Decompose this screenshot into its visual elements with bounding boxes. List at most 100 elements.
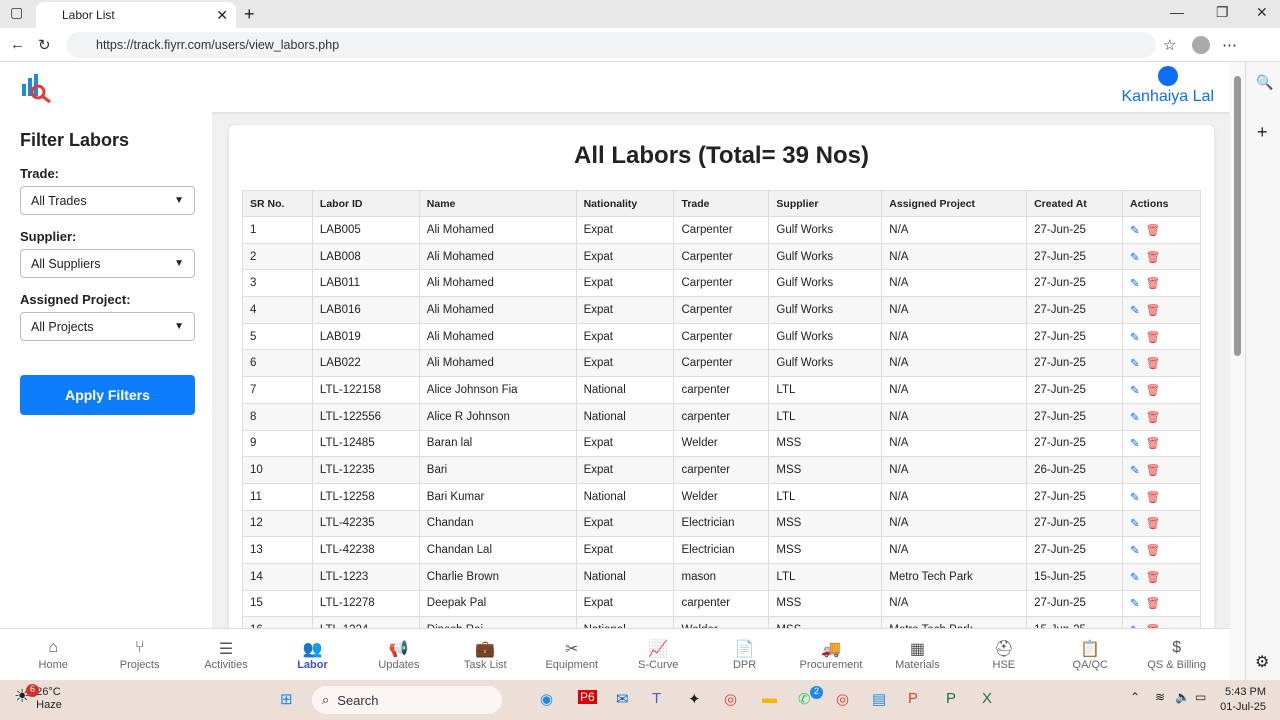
- table-cell: National: [575, 402, 675, 431]
- nav-item-activities[interactable]: ☰ Activities: [183, 629, 269, 680]
- supplier-select[interactable]: All Suppliers ▼: [20, 249, 195, 278]
- edit-icon[interactable]: ✎: [1129, 278, 1140, 291]
- scrollbar-thumb[interactable]: [1234, 76, 1241, 356]
- maximize-icon[interactable]: ❐: [1216, 4, 1229, 20]
- nav-item-task-list[interactable]: 💼 Task List: [442, 629, 528, 680]
- nav-item-hse[interactable]: ⛑ HSE: [961, 629, 1047, 680]
- url-input[interactable]: https://track.fiyrr.com/users/view_labor…: [66, 32, 1156, 58]
- trade-select[interactable]: All Trades ▼: [20, 186, 195, 215]
- page-scrollbar[interactable]: [1230, 62, 1245, 680]
- close-window-icon[interactable]: ✕: [1256, 4, 1268, 20]
- table-cell: Carpenter: [673, 296, 770, 324]
- edit-icon[interactable]: ✎: [1129, 384, 1140, 397]
- column-header: Actions: [1121, 190, 1202, 217]
- table-cell: Welder: [673, 482, 770, 511]
- edit-icon[interactable]: ✎: [1129, 251, 1140, 264]
- delete-icon[interactable]: 🗑: [1145, 571, 1161, 584]
- edit-icon[interactable]: ✎: [1129, 571, 1140, 584]
- delete-icon[interactable]: 🗑: [1145, 304, 1161, 317]
- chrome-profile-icon[interactable]: ◎: [836, 691, 850, 708]
- table-cell: Expat: [575, 242, 675, 271]
- edit-icon[interactable]: ✎: [1129, 518, 1140, 531]
- edit-icon[interactable]: ✎: [1129, 438, 1140, 451]
- delete-icon[interactable]: 🗑: [1145, 224, 1161, 237]
- back-icon[interactable]: ←: [10, 36, 25, 53]
- chrome-icon[interactable]: ◎: [724, 691, 738, 708]
- copilot-icon[interactable]: ✦: [688, 691, 701, 708]
- nav-item-updates[interactable]: 📢 Updates: [356, 629, 442, 680]
- battery-icon[interactable]: ▭: [1195, 690, 1207, 704]
- tab-actions-icon[interactable]: ▢: [10, 4, 24, 20]
- edit-icon[interactable]: ✎: [1129, 358, 1140, 371]
- delete-icon[interactable]: 🗑: [1145, 411, 1161, 424]
- nav-item-equipment[interactable]: ✂ Equipment: [529, 629, 615, 680]
- edit-icon[interactable]: ✎: [1129, 598, 1140, 611]
- weather-widget[interactable]: ☀ 6 26°C Haze: [14, 684, 62, 712]
- outlook-icon[interactable]: ✉: [616, 691, 629, 708]
- nav-item-materials[interactable]: ▦ Materials: [874, 629, 960, 680]
- volume-icon[interactable]: 🔈: [1175, 690, 1190, 704]
- delete-icon[interactable]: 🗑: [1145, 491, 1161, 504]
- apply-filters-button[interactable]: Apply Filters: [20, 375, 195, 415]
- delete-icon[interactable]: 🗑: [1145, 518, 1161, 531]
- taskbar-search[interactable]: ⌕ Search: [312, 686, 502, 714]
- nav-item-projects[interactable]: ⑂ Projects: [97, 629, 183, 680]
- edit-icon[interactable]: ✎: [1129, 331, 1140, 344]
- delete-icon[interactable]: 🗑: [1145, 598, 1161, 611]
- start-icon[interactable]: ⊞: [280, 691, 293, 708]
- edit-icon[interactable]: ✎: [1129, 545, 1140, 558]
- delete-icon[interactable]: 🗑: [1145, 331, 1161, 344]
- table-cell: Alice Johnson Fia: [418, 376, 577, 404]
- tray-expand-icon[interactable]: ⌃: [1130, 690, 1141, 704]
- user-menu[interactable]: Kanhaiya Lal: [1121, 66, 1214, 106]
- project-select[interactable]: All Projects ▼: [20, 312, 195, 341]
- nav-item-labor[interactable]: 👥 Labor: [269, 629, 355, 680]
- search-icon[interactable]: 🔍: [1256, 74, 1274, 90]
- powerpoint-icon[interactable]: P: [908, 690, 919, 707]
- profile-icon[interactable]: [1192, 36, 1210, 54]
- table-cell: N/A: [881, 456, 1028, 484]
- delete-icon[interactable]: 🗑: [1145, 545, 1161, 558]
- project-icon[interactable]: P: [946, 690, 957, 707]
- file-explorer-icon[interactable]: ▬: [762, 690, 777, 707]
- edit-icon[interactable]: ✎: [1129, 224, 1140, 237]
- nav-item-s-curve[interactable]: 📈 S-Curve: [615, 629, 701, 680]
- new-tab-icon[interactable]: +: [244, 4, 255, 24]
- whatsapp-icon[interactable]: ✆: [798, 691, 811, 708]
- minimize-icon[interactable]: —: [1170, 4, 1184, 20]
- delete-icon[interactable]: 🗑: [1145, 278, 1161, 291]
- teams-icon[interactable]: T: [652, 690, 662, 707]
- edit-icon[interactable]: ✎: [1129, 491, 1140, 504]
- table-cell: 27-Jun-25: [1026, 402, 1123, 431]
- delete-icon[interactable]: 🗑: [1145, 384, 1161, 397]
- close-tab-icon[interactable]: ✕: [216, 6, 228, 23]
- actions-cell: ✎🗑: [1121, 589, 1202, 618]
- edit-icon[interactable]: ✎: [1129, 304, 1140, 317]
- weather-desc: Haze: [36, 699, 62, 711]
- table-cell: LTL-122556: [311, 402, 420, 431]
- notepad-icon[interactable]: ▤: [872, 691, 887, 708]
- clock[interactable]: 5:43 PM 01-Jul-25: [1220, 685, 1266, 715]
- nav-item-dpr[interactable]: 📄 DPR: [702, 629, 788, 680]
- more-icon[interactable]: ⋯: [1222, 37, 1237, 54]
- p6-icon[interactable]: P6: [578, 690, 597, 704]
- wifi-icon[interactable]: ≋: [1155, 690, 1166, 704]
- delete-icon[interactable]: 🗑: [1145, 358, 1161, 371]
- nav-item-procurement[interactable]: 🚚 Procurement: [788, 629, 874, 680]
- excel-icon[interactable]: X: [982, 690, 993, 707]
- edge-icon[interactable]: ◉: [540, 691, 554, 708]
- delete-icon[interactable]: 🗑: [1145, 465, 1161, 478]
- add-icon[interactable]: +: [1257, 122, 1268, 142]
- browser-tab[interactable]: Labor List ✕: [36, 2, 236, 28]
- edit-icon[interactable]: ✎: [1129, 465, 1140, 478]
- edit-icon[interactable]: ✎: [1129, 411, 1140, 424]
- actions-cell: ✎🗑: [1121, 269, 1202, 298]
- nav-item-qa-qc[interactable]: 📋 QA/QC: [1047, 629, 1133, 680]
- nav-item-qs-billing[interactable]: $ QS & Billing: [1134, 629, 1220, 680]
- favorites-icon[interactable]: ☆: [1163, 37, 1177, 54]
- delete-icon[interactable]: 🗑: [1145, 251, 1161, 264]
- settings-icon[interactable]: ⚙: [1255, 654, 1270, 671]
- delete-icon[interactable]: 🗑: [1145, 438, 1161, 451]
- nav-item-home[interactable]: ⌂ Home: [10, 629, 96, 680]
- refresh-icon[interactable]: ↻: [38, 37, 51, 54]
